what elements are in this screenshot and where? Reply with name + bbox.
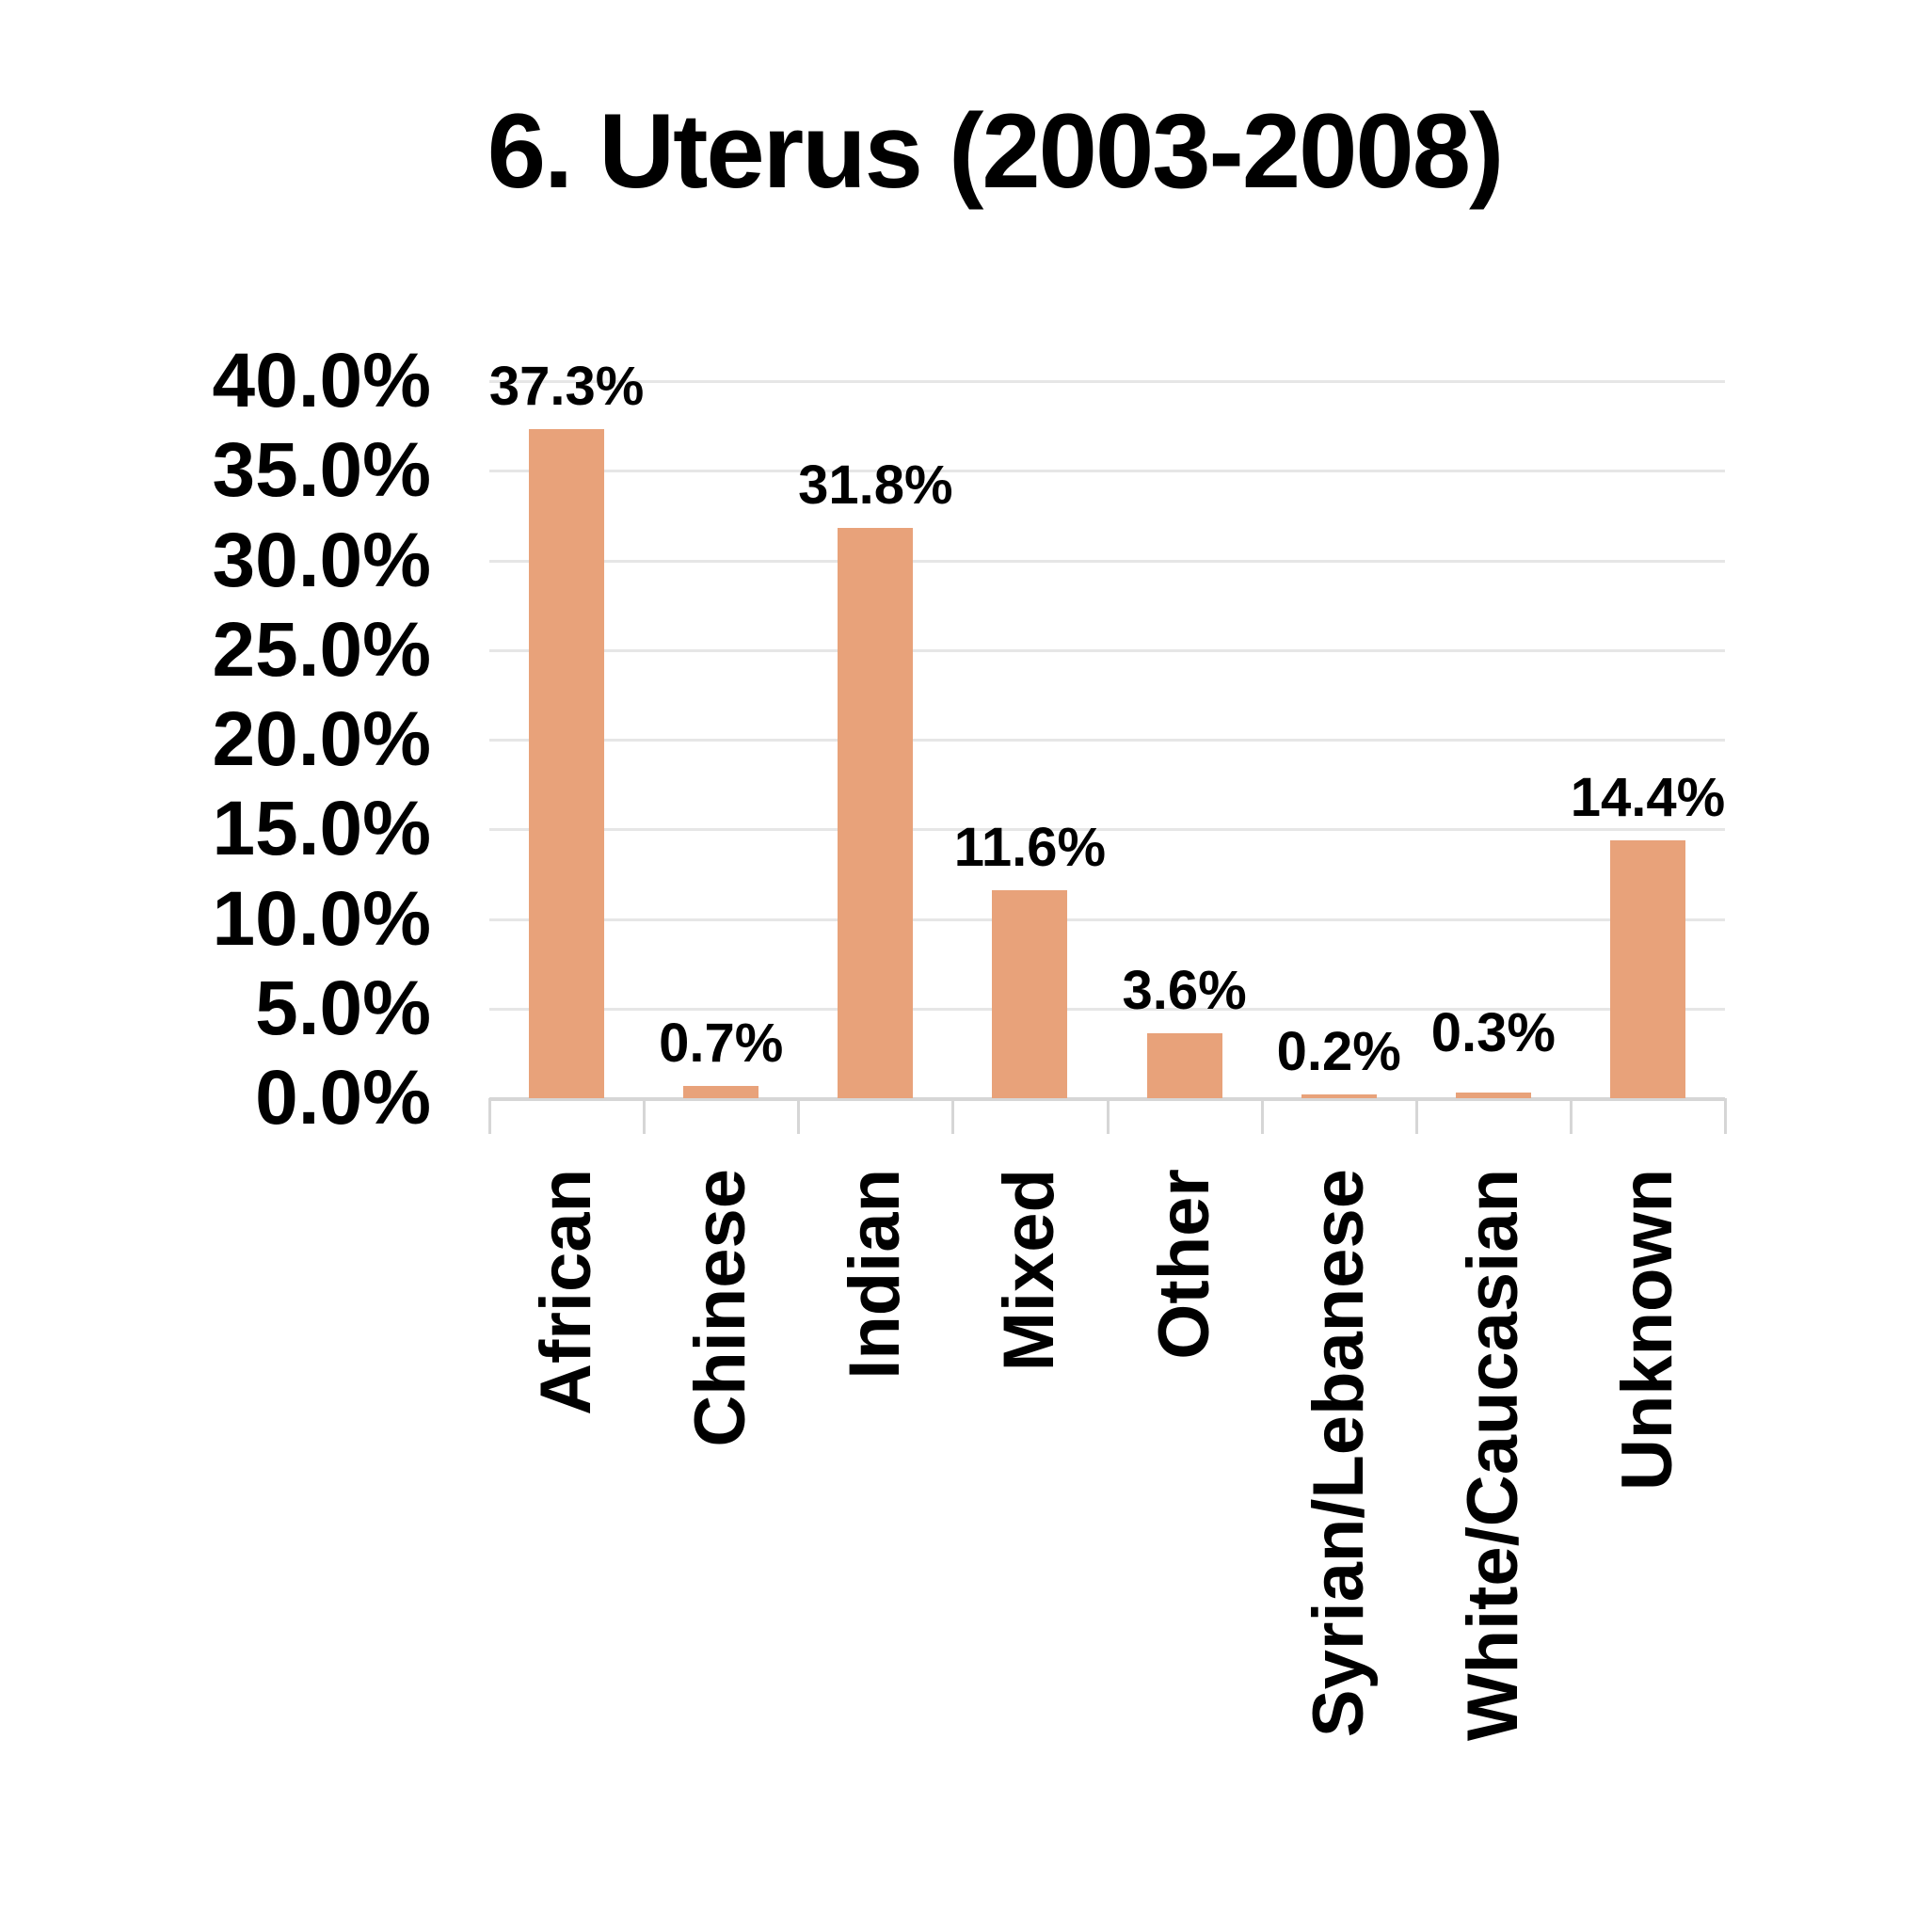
x-axis-category-label: Unknown	[1606, 1169, 1687, 1491]
bar-white-caucasian	[1455, 1093, 1531, 1098]
bar-african	[529, 429, 605, 1098]
x-axis-tick	[797, 1098, 801, 1134]
bar-syrian-lebanese	[1301, 1094, 1377, 1098]
gridline-10	[489, 918, 1725, 921]
x-axis-category-label: White/Caucasian	[1452, 1169, 1533, 1742]
x-axis-tick	[488, 1098, 491, 1134]
bar-value-label: 3.6%	[1122, 960, 1247, 1022]
x-axis-category-label: Other	[1143, 1169, 1224, 1360]
x-axis-category-label: Chinese	[680, 1169, 761, 1447]
gridline-40	[489, 380, 1725, 383]
x-axis-category-label: Syrian/Lebanese	[1298, 1169, 1379, 1738]
gridline-30	[489, 559, 1725, 563]
bar-value-label: 37.3%	[488, 356, 645, 418]
gridline-25	[489, 648, 1725, 652]
y-axis-tick-label: 15.0%	[212, 786, 431, 872]
bar-value-label: 0.2%	[1276, 1021, 1401, 1083]
y-axis-tick-label: 25.0%	[212, 606, 431, 693]
bar-value-label: 11.6%	[953, 817, 1107, 879]
x-axis-tick	[1260, 1098, 1264, 1134]
gridline-35	[489, 470, 1725, 473]
bar-value-label: 31.8%	[798, 455, 953, 517]
bar-indian	[838, 528, 914, 1098]
gridline-20	[489, 739, 1725, 742]
x-axis-category-label: African	[526, 1169, 607, 1415]
bar-other	[1146, 1033, 1222, 1098]
x-axis-tick	[951, 1098, 955, 1134]
x-axis-tick	[643, 1098, 647, 1134]
x-axis-tick	[1724, 1098, 1727, 1134]
y-axis-tick-label: 20.0%	[212, 696, 431, 782]
y-axis-tick-label: 30.0%	[212, 517, 431, 603]
bar-value-label: 0.7%	[659, 1012, 784, 1074]
x-axis-category-label: Indian	[835, 1169, 916, 1380]
x-axis-category-label: Mixed	[989, 1169, 1070, 1372]
bar-value-label: 0.3%	[1430, 1002, 1556, 1064]
chart-title: 6. Uterus (2003-2008)	[487, 92, 1505, 210]
bar-mixed	[992, 890, 1068, 1098]
x-axis-tick	[1106, 1098, 1110, 1134]
bar-value-label: 14.4%	[1570, 766, 1726, 828]
y-axis-tick-label: 5.0%	[255, 965, 431, 1051]
bar-chinese	[683, 1085, 759, 1098]
y-axis-tick-label: 0.0%	[255, 1055, 431, 1141]
y-axis-tick-label: 35.0%	[212, 427, 431, 514]
x-axis-tick	[1414, 1098, 1418, 1134]
bar-unknown	[1609, 839, 1685, 1098]
x-axis-tick	[1569, 1098, 1573, 1134]
gridline-15	[489, 828, 1725, 832]
y-axis-tick-label: 10.0%	[212, 875, 431, 962]
y-axis-tick-label: 40.0%	[212, 338, 431, 423]
gridline-5	[489, 1007, 1725, 1011]
